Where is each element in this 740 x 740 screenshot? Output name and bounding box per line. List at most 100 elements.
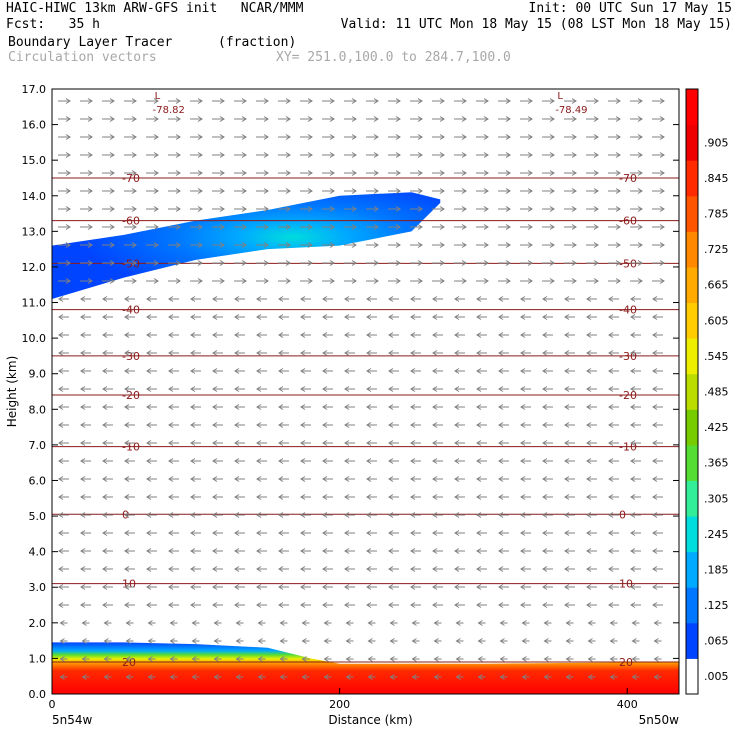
vector-arrow — [168, 548, 179, 554]
vector-arrow — [102, 476, 113, 482]
vector-arrow — [476, 116, 489, 122]
vector-arrow — [345, 674, 354, 680]
vector-arrow — [80, 458, 91, 464]
vector-arrow — [608, 548, 619, 554]
vector-arrow — [58, 566, 69, 572]
vector-arrow — [234, 134, 247, 140]
vector-arrow — [608, 584, 619, 590]
vector-arrow — [542, 512, 553, 518]
vector-arrow — [432, 134, 445, 140]
vector-arrow — [300, 188, 313, 194]
vector-arrow — [80, 512, 91, 518]
vector-arrow — [608, 296, 619, 302]
vector-arrow — [168, 98, 181, 104]
isotherm-label: -40 — [619, 304, 637, 317]
vector-arrow — [410, 224, 423, 230]
vector-arrow — [234, 494, 245, 500]
vector-arrow — [630, 350, 641, 356]
vector-arrow — [80, 260, 93, 266]
colorbar-label: .005 — [704, 670, 729, 683]
vector-arrow — [147, 638, 156, 644]
vector-arrow — [476, 566, 487, 572]
vector-arrow — [542, 332, 553, 338]
vector-arrow — [565, 638, 574, 644]
vector-arrow — [191, 638, 200, 644]
vector-arrow — [190, 440, 201, 446]
x-tick-label: 400 — [617, 698, 638, 711]
vector-arrow — [542, 206, 555, 212]
y-tick-label: 8.0 — [29, 403, 47, 416]
vector-arrow — [564, 242, 577, 248]
vector-arrow — [168, 458, 179, 464]
vector-arrow — [58, 440, 69, 446]
vector-arrow — [542, 530, 553, 536]
vector-arrow — [146, 134, 159, 140]
vector-arrow — [58, 404, 69, 410]
colorbar-label: .185 — [704, 563, 729, 576]
vector-arrow — [256, 350, 267, 356]
vector-arrow — [322, 134, 335, 140]
vector-arrow — [476, 530, 487, 536]
vector-arrow — [498, 314, 509, 320]
vector-arrow — [212, 152, 225, 158]
vector-arrow — [410, 98, 423, 104]
vector-arrow — [653, 674, 662, 680]
vector-arrow — [564, 152, 577, 158]
vector-arrow — [630, 134, 643, 140]
vector-arrow — [58, 512, 69, 518]
vector-arrow — [58, 368, 69, 374]
colorbar-swatch — [686, 516, 698, 553]
vector-arrow — [454, 134, 467, 140]
vector-arrow — [410, 458, 421, 464]
vector-arrow — [124, 530, 135, 536]
vector-arrow — [212, 476, 223, 482]
vector-arrow — [608, 368, 619, 374]
header-line1-right: Init: 00 UTC Sun 17 May 15 — [528, 1, 733, 16]
vector-arrow — [146, 152, 159, 158]
vector-arrow — [124, 98, 137, 104]
vector-arrow — [322, 566, 333, 572]
vector-arrow — [388, 440, 399, 446]
vector-arrow — [58, 548, 69, 554]
vector-arrow — [344, 494, 355, 500]
y-tick-label: 1.0 — [29, 652, 47, 665]
vector-arrow — [432, 494, 443, 500]
isotherm-label: -70 — [619, 172, 637, 185]
vector-arrow — [322, 314, 333, 320]
minimum-value: -78.82 — [153, 105, 185, 116]
vector-arrow — [124, 566, 135, 572]
vector-arrow — [300, 152, 313, 158]
vector-arrow — [322, 152, 335, 158]
vector-arrow — [652, 530, 663, 536]
vector-arrow — [102, 584, 113, 590]
vector-arrow — [146, 206, 159, 212]
vector-arrow — [344, 530, 355, 536]
vector-arrow — [344, 188, 357, 194]
vector-arrow — [102, 152, 115, 158]
vector-arrow — [190, 116, 203, 122]
vector-arrow — [80, 242, 93, 248]
y-tick-label: 7.0 — [29, 439, 47, 452]
vector-arrow — [432, 242, 445, 248]
vector-arrow — [301, 638, 310, 644]
vector-arrow — [256, 494, 267, 500]
vector-arrow — [300, 332, 311, 338]
vector-arrow — [58, 224, 71, 230]
vector-arrow — [388, 224, 401, 230]
vector-arrow — [168, 332, 179, 338]
vector-arrow — [630, 440, 641, 446]
vector-arrow — [366, 188, 379, 194]
vector-arrow — [542, 602, 553, 608]
vector-arrow — [432, 404, 443, 410]
vector-arrow — [278, 368, 289, 374]
vector-arrow — [213, 620, 222, 626]
vector-arrow — [80, 332, 91, 338]
vector-arrow — [278, 404, 289, 410]
vector-arrow — [124, 512, 135, 518]
vector-arrow — [322, 548, 333, 554]
vector-arrow — [168, 422, 179, 428]
vector-arrow — [80, 440, 91, 446]
vector-arrow — [564, 170, 577, 176]
vector-arrow — [58, 530, 69, 536]
